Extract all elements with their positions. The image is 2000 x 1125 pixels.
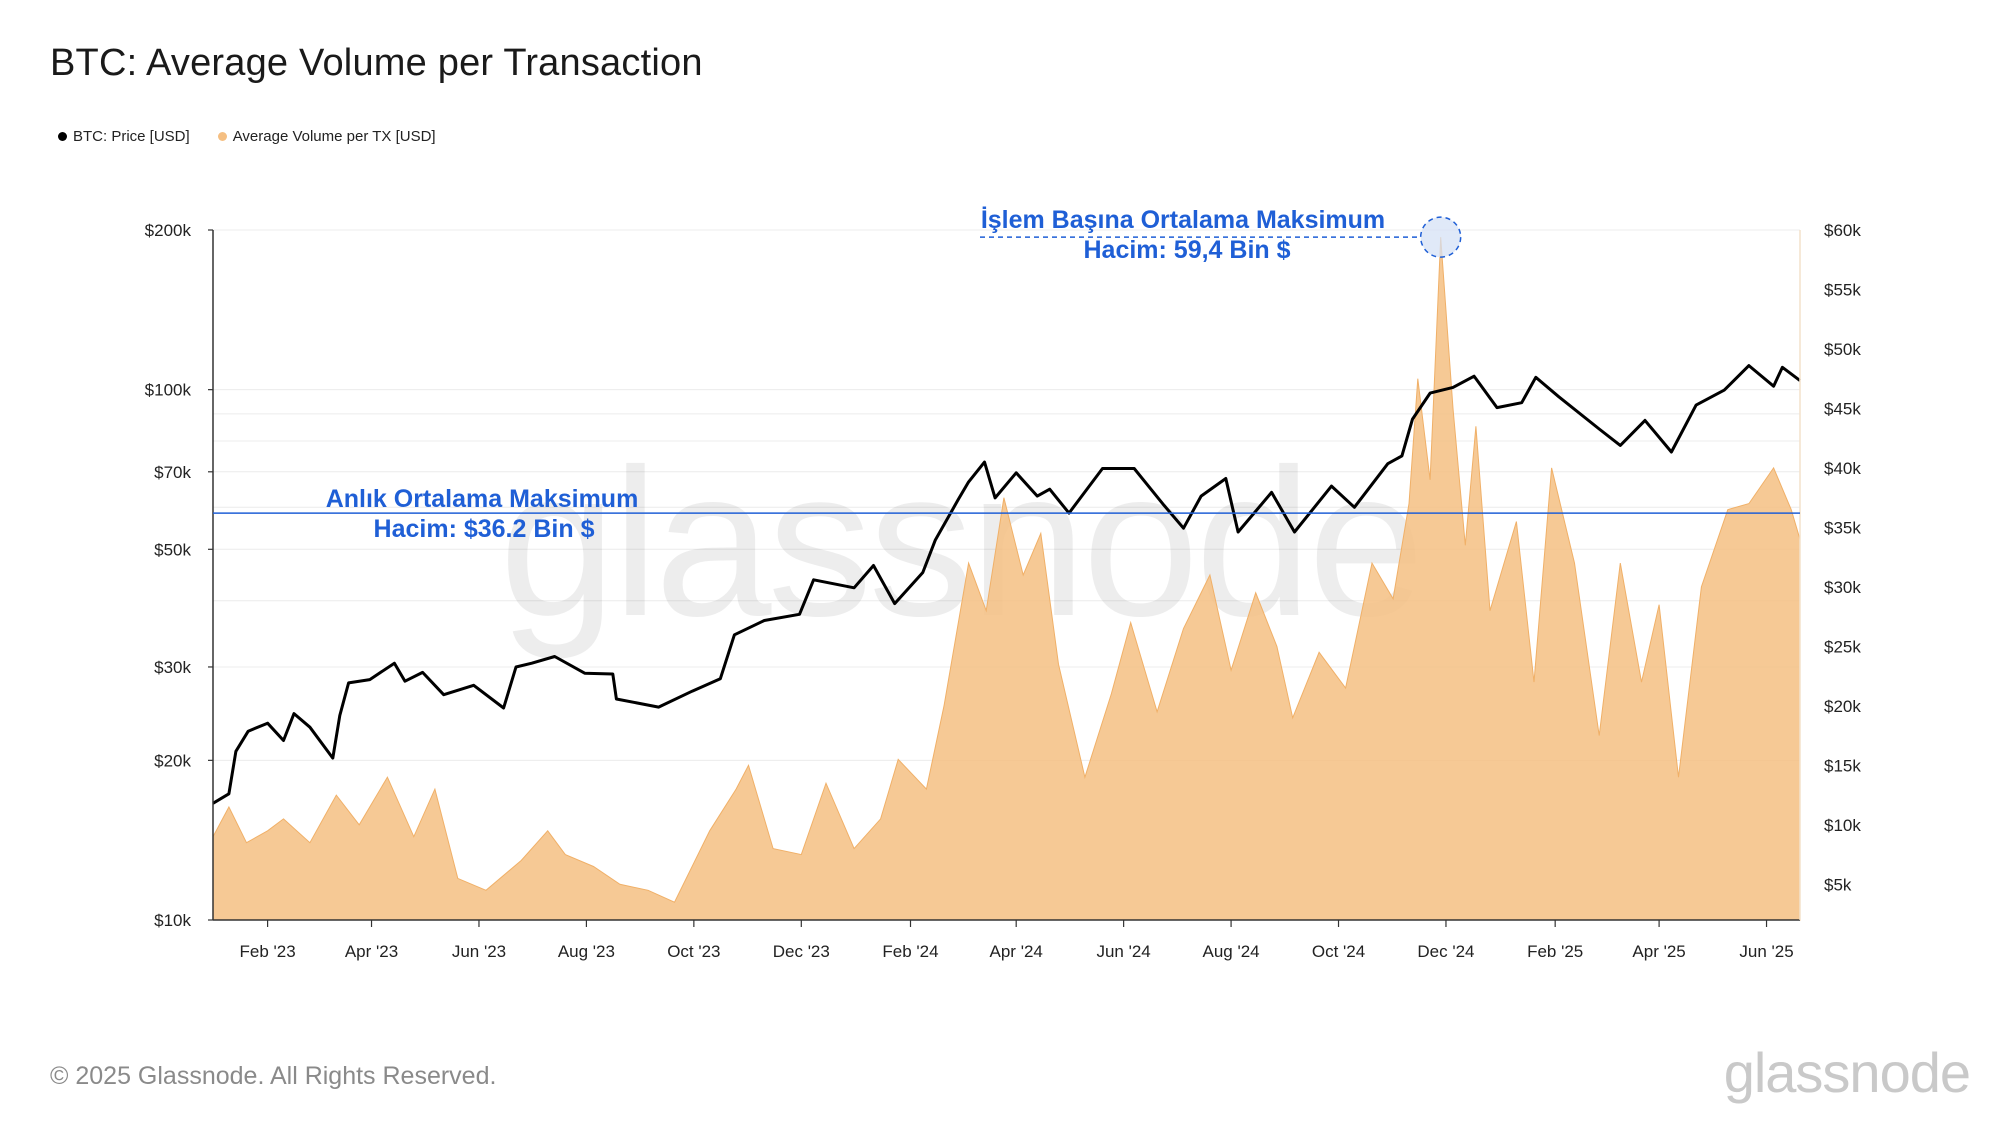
legend-dot-volume xyxy=(217,132,227,141)
price-series-layer xyxy=(212,364,1801,805)
x-tick-label: Oct '23 xyxy=(667,942,720,961)
peak-annotation-line2: Hacim: 59,4 Bin $ xyxy=(1083,236,1290,264)
page-title: BTC: Average Volume per Transaction xyxy=(50,42,703,84)
y-right-tick-label: $45k xyxy=(1824,399,1861,418)
x-tick-label: Feb '25 xyxy=(1527,942,1583,961)
x-tick-label: Oct '24 xyxy=(1312,942,1365,961)
x-tick-label: Dec '24 xyxy=(1417,942,1474,961)
x-tick-label: Feb '24 xyxy=(882,942,938,961)
x-tick-label: Feb '23 xyxy=(240,942,296,961)
y-right-tick-label: $20k xyxy=(1824,697,1861,716)
x-tick-label: Dec '23 xyxy=(773,942,830,961)
footer-copyright: © 2025 Glassnode. All Rights Reserved. xyxy=(50,1062,497,1090)
legend-item-volume[interactable]: Average Volume per TX [USD] xyxy=(217,128,436,145)
x-tick-label: Aug '23 xyxy=(558,942,615,961)
peak-marker xyxy=(1419,216,1462,258)
volume-area xyxy=(212,237,1801,921)
legend-item-price[interactable]: BTC: Price [USD] xyxy=(58,128,190,145)
y-right-tick-label: $40k xyxy=(1824,459,1861,478)
x-tick-label: Apr '23 xyxy=(345,942,398,961)
peak-annotation-line1: İşlem Başına Ortalama Maksimum xyxy=(981,206,1385,234)
legend-label-price: BTC: Price [USD] xyxy=(73,128,190,145)
chart-legend: BTC: Price [USD] Average Volume per TX [… xyxy=(58,128,436,145)
level-annotation-line1: Anlık Ortalama Maksimum xyxy=(326,485,639,513)
y-left-tick-label: $100k xyxy=(145,381,192,400)
y-right-tick-label: $5k xyxy=(1824,875,1852,894)
y-left-tick-label: $10k xyxy=(154,911,191,930)
legend-dot-price xyxy=(58,132,67,141)
y-left-tick-label: $30k xyxy=(154,658,191,677)
y-left-tick-label: $20k xyxy=(154,751,191,770)
x-tick-label: Jun '25 xyxy=(1739,942,1793,961)
y-left-tick-label: $50k xyxy=(154,540,191,559)
y-right-tick-label: $25k xyxy=(1824,637,1861,656)
x-tick-label: Apr '25 xyxy=(1632,942,1685,961)
x-tick-label: Jun '23 xyxy=(452,942,506,961)
y-right-tick-label: $10k xyxy=(1824,816,1861,835)
x-tick-label: Aug '24 xyxy=(1203,942,1260,961)
annotation-layer: Anlık Ortalama Maksimum Hacim: $36.2 Bin… xyxy=(213,206,1800,543)
axis-layer: $10k $20k $30k $50k $70k $100k $200k $5k $10k $15… xyxy=(145,221,1862,961)
footer-logo: glassnode xyxy=(1723,1041,1971,1104)
legend-label-volume: Average Volume per TX [USD] xyxy=(232,128,436,145)
x-tick-label: Jun '24 xyxy=(1096,942,1150,961)
y-right-tick-label: $35k xyxy=(1824,518,1861,537)
volume-series-layer xyxy=(212,237,1801,921)
x-tick-label: Apr '24 xyxy=(990,942,1043,961)
level-annotation-line2: Hacim: $36.2 Bin $ xyxy=(374,515,595,543)
y-right-tick-label: $15k xyxy=(1824,756,1861,775)
y-right-tick-label: $50k xyxy=(1824,340,1861,359)
y-left-tick-label: $200k xyxy=(145,221,192,240)
y-left-tick-label: $70k xyxy=(154,463,191,482)
y-right-tick-label: $60k xyxy=(1824,221,1861,240)
y-right-tick-label: $30k xyxy=(1824,578,1861,597)
price-line xyxy=(212,364,1801,805)
y-right-tick-label: $55k xyxy=(1824,280,1861,299)
